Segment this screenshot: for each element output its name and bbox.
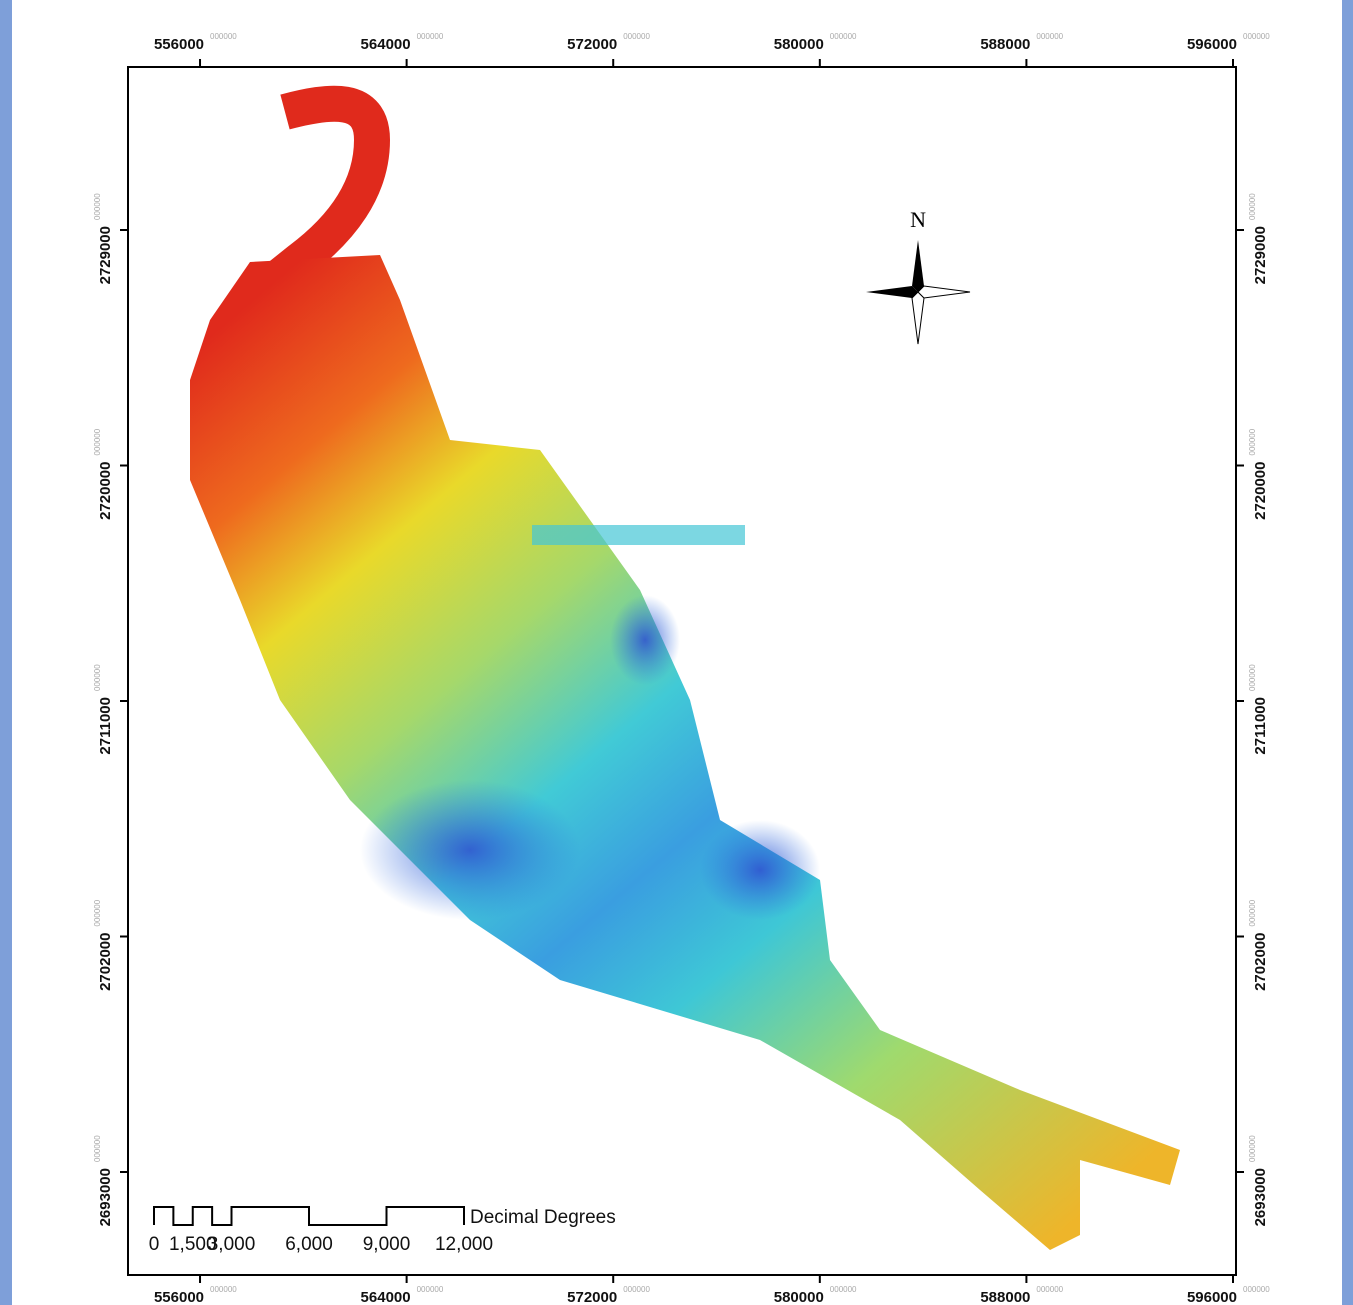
tick-suffix: 000000: [623, 32, 650, 41]
north-label: N: [910, 207, 926, 232]
x-tick-label: 556000: [154, 36, 204, 53]
x-tick-label: 580000: [774, 36, 824, 53]
tick-suffix: 000000: [93, 664, 102, 691]
tick-suffix: 000000: [93, 1135, 102, 1162]
deep-zone: [610, 595, 680, 685]
x-tick-label: 596000: [1187, 1289, 1237, 1305]
y-tick-label: 2729000: [97, 226, 114, 284]
x-tick-label: 588000: [980, 36, 1030, 53]
tick-suffix: 000000: [93, 899, 102, 926]
y-tick-label: 2729000: [1252, 226, 1269, 284]
scale-label: 3,000: [208, 1234, 256, 1255]
survey-line: [532, 525, 745, 545]
scale-unit: Decimal Degrees: [470, 1207, 616, 1228]
y-tick-label: 2720000: [97, 461, 114, 519]
tick-suffix: 000000: [93, 428, 102, 455]
x-tick-label: 564000: [361, 36, 411, 53]
map-view: N Decimal Degrees 5560000000005560000000…: [0, 0, 1353, 1305]
x-tick-label: 588000: [980, 1289, 1030, 1305]
y-tick-label: 2702000: [1252, 933, 1269, 991]
tick-suffix: 000000: [623, 1285, 650, 1294]
deep-zone: [700, 820, 820, 920]
tick-suffix: 000000: [210, 32, 237, 41]
tick-suffix: 000000: [93, 193, 102, 220]
scale-label: 0: [149, 1234, 160, 1255]
tick-suffix: 000000: [417, 1285, 444, 1294]
tick-suffix: 000000: [1036, 32, 1063, 41]
x-tick-label: 572000: [567, 1289, 617, 1305]
tick-suffix: 000000: [1036, 1285, 1063, 1294]
deep-zone: [360, 780, 580, 920]
y-tick-label: 2720000: [1252, 461, 1269, 519]
tick-suffix: 000000: [1243, 32, 1270, 41]
x-tick-label: 580000: [774, 1289, 824, 1305]
x-tick-label: 572000: [567, 36, 617, 53]
y-tick-label: 2693000: [1252, 1168, 1269, 1226]
y-tick-label: 2711000: [1252, 697, 1269, 755]
scale-label: 6,000: [285, 1234, 333, 1255]
tick-suffix: 000000: [1248, 664, 1257, 691]
tick-suffix: 000000: [1248, 899, 1257, 926]
scale-label: 9,000: [363, 1234, 411, 1255]
tick-suffix: 000000: [830, 32, 857, 41]
y-tick-label: 2693000: [97, 1168, 114, 1226]
y-tick-label: 2711000: [97, 697, 114, 755]
tick-suffix: 000000: [1248, 428, 1257, 455]
tick-suffix: 000000: [1243, 1285, 1270, 1294]
x-tick-label: 564000: [361, 1289, 411, 1305]
x-tick-label: 596000: [1187, 36, 1237, 53]
y-tick-label: 2702000: [97, 933, 114, 991]
scale-label: 12,000: [435, 1234, 493, 1255]
tick-suffix: 000000: [830, 1285, 857, 1294]
tick-suffix: 000000: [1248, 1135, 1257, 1162]
tick-suffix: 000000: [417, 32, 444, 41]
x-tick-label: 556000: [154, 1289, 204, 1305]
tick-suffix: 000000: [210, 1285, 237, 1294]
page: N Decimal Degrees 5560000000005560000000…: [0, 0, 1353, 1305]
tick-suffix: 000000: [1248, 193, 1257, 220]
